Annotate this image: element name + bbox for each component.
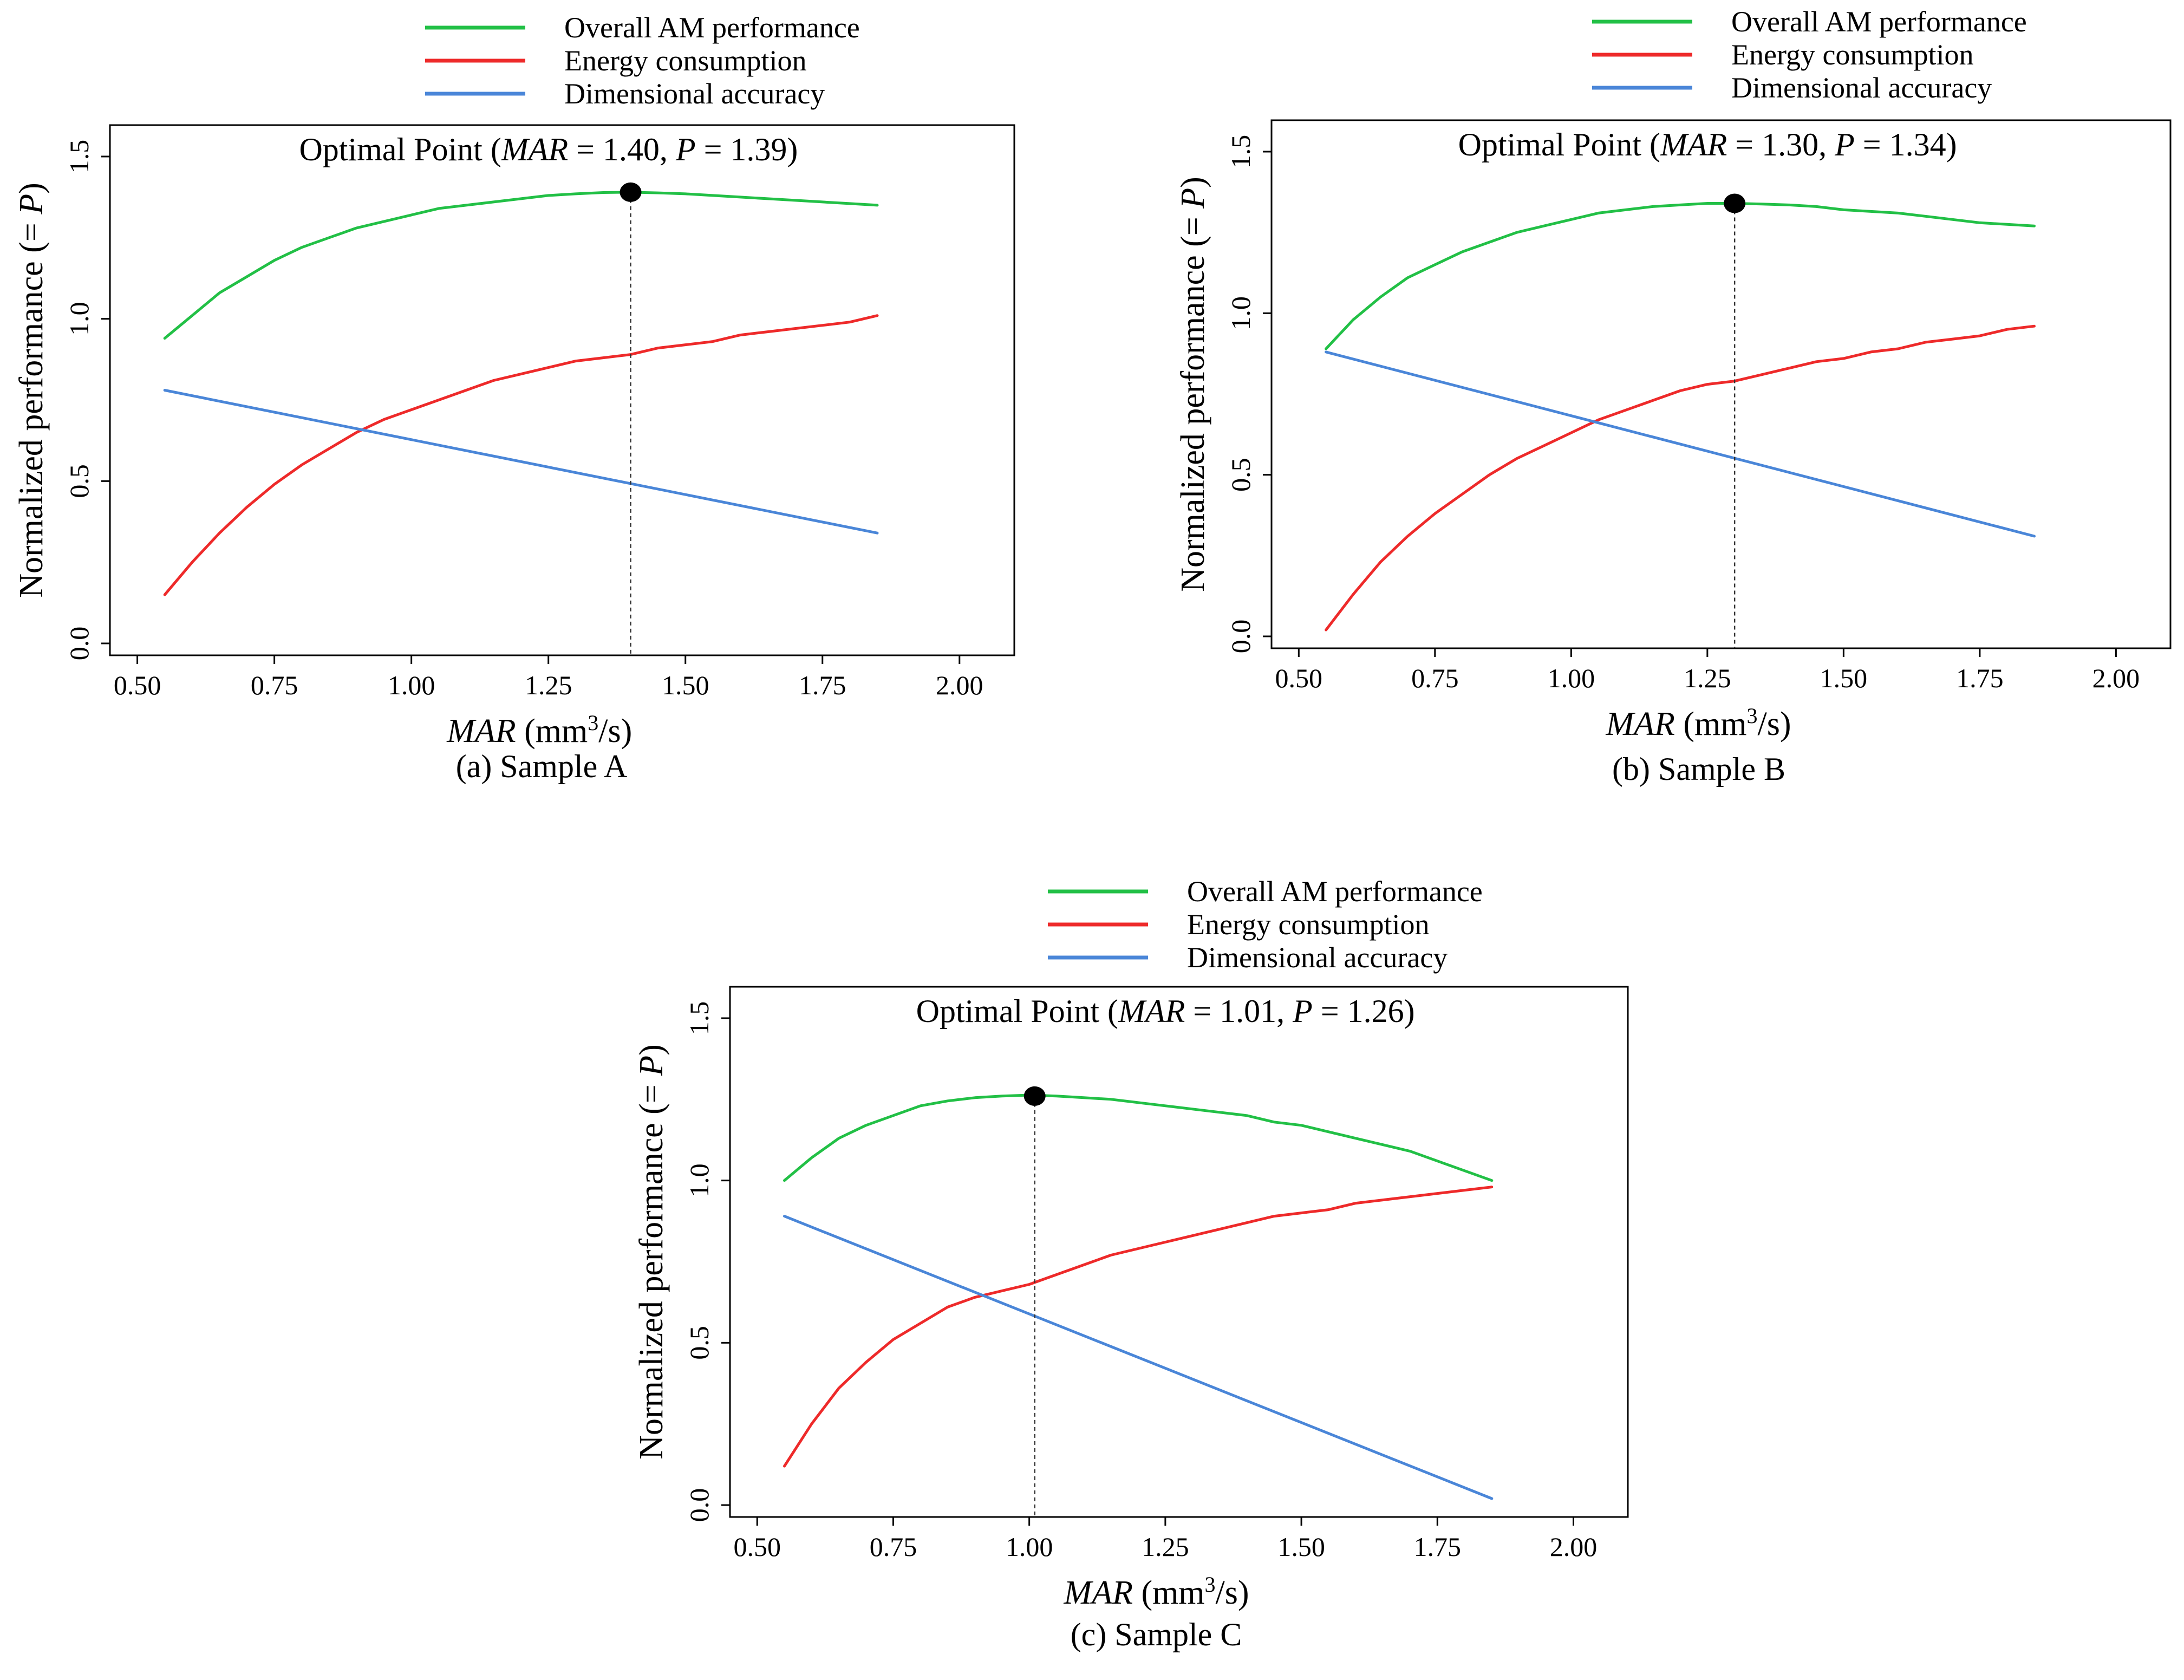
x-tick-label: 1.50 <box>1277 1532 1325 1562</box>
x-axis-title: MAR (mm3/s) <box>1606 704 1791 743</box>
x-axis-title: MAR (mm3/s) <box>446 711 632 750</box>
x-tick-label: 0.75 <box>251 670 298 700</box>
series-line-energy-consumption <box>163 314 879 596</box>
series-line-overall-am-performance <box>163 191 879 340</box>
x-tick-label: 1.25 <box>1684 663 1731 693</box>
series-line-overall-am-performance <box>1325 202 2036 350</box>
x-tick-label: 1.75 <box>1414 1532 1462 1562</box>
y-tick-label: 1.0 <box>1225 296 1256 330</box>
optimal-point-annotation: Optimal Point (MAR = 1.01, P = 1.26) <box>916 993 1415 1029</box>
x-tick-label: 0.50 <box>1275 663 1323 693</box>
x-axis-title: MAR (mm3/s) <box>1064 1572 1249 1612</box>
optimal-point-annotation: Optimal Point (MAR = 1.40, P = 1.39) <box>299 132 798 167</box>
panel-caption: (c) Sample C <box>1071 1617 1242 1652</box>
x-tick-label: 2.00 <box>2092 663 2140 693</box>
chart-panel-1: 0.50 0.75 1.00 1.25 1.50 1.75 2.00 0.0 0.5 1.0 1.5… <box>13 11 1015 784</box>
y-tick-label: 0.0 <box>64 627 94 661</box>
plot-frame <box>1270 119 2172 649</box>
legend-label: Energy consumption <box>1187 908 1429 941</box>
x-tick-label: 1.50 <box>662 670 709 700</box>
optimal-point-marker <box>1023 1086 1046 1106</box>
x-tick-label: 1.75 <box>1956 663 2004 693</box>
x-tick-label: 2.00 <box>1550 1532 1598 1562</box>
y-axis-title: Normalized performance (= P) <box>1175 177 1211 592</box>
panel-caption: (b) Sample B <box>1612 751 1785 787</box>
x-tick-label: 1.25 <box>1142 1532 1189 1562</box>
y-tick-label: 0.0 <box>1225 620 1256 654</box>
series-line-energy-consumption <box>783 1186 1494 1468</box>
x-tick-label: 1.00 <box>388 670 435 700</box>
x-tick-label: 0.75 <box>870 1532 917 1562</box>
legend-label: Energy consumption <box>564 44 806 77</box>
series-line-dimensional-accuracy <box>163 389 879 535</box>
y-tick-label: 1.0 <box>64 302 94 336</box>
series-line-dimensional-accuracy <box>1325 350 2036 538</box>
legend-label: Overall AM performance <box>1731 5 2027 38</box>
x-tick-label: 2.00 <box>936 670 983 700</box>
x-tick-label: 0.75 <box>1411 663 1459 693</box>
optimal-point-marker <box>620 182 642 202</box>
x-tick-label: 0.50 <box>733 1532 781 1562</box>
optimal-point-annotation: Optimal Point (MAR = 1.30, P = 1.34) <box>1458 127 1957 162</box>
y-tick-label: 1.5 <box>684 1001 714 1036</box>
legend-label: Energy consumption <box>1731 38 1973 71</box>
x-tick-label: 1.00 <box>1006 1532 1053 1562</box>
chart-panel-2: 0.50 0.75 1.00 1.25 1.50 1.75 2.00 0.0 0.5 1.0 1.5… <box>1175 5 2172 787</box>
panel-caption: (a) Sample A <box>456 748 628 784</box>
x-tick-label: 1.00 <box>1548 663 1595 693</box>
optimal-point-marker <box>1724 193 1746 213</box>
y-tick-label: 1.5 <box>1225 135 1256 169</box>
legend-label: Overall AM performance <box>1187 875 1483 908</box>
y-tick-label: 1.5 <box>64 140 94 174</box>
x-tick-label: 1.75 <box>799 670 846 700</box>
plot-frame <box>729 986 1629 1518</box>
legend-label: Overall AM performance <box>564 11 860 44</box>
series-line-energy-consumption <box>1325 324 2036 631</box>
x-tick-label: 0.50 <box>114 670 161 700</box>
series-line-dimensional-accuracy <box>783 1215 1494 1500</box>
x-tick-label: 1.50 <box>1820 663 1868 693</box>
y-axis-title: Normalized performance (= P) <box>633 1044 670 1460</box>
legend-label: Dimensional accuracy <box>1187 941 1448 974</box>
series-line-overall-am-performance <box>783 1093 1494 1182</box>
x-tick-label: 1.25 <box>525 670 572 700</box>
legend-label: Dimensional accuracy <box>1731 71 1992 104</box>
y-tick-label: 0.0 <box>684 1488 714 1522</box>
plot-frame <box>109 124 1015 656</box>
y-tick-label: 0.5 <box>64 464 94 498</box>
legend-label: Dimensional accuracy <box>564 77 825 110</box>
y-tick-label: 0.5 <box>684 1326 714 1360</box>
chart-panel-3: 0.50 0.75 1.00 1.25 1.50 1.75 2.00 0.0 0.5 1.0 1.5… <box>633 875 1629 1652</box>
y-tick-label: 0.5 <box>1225 458 1256 492</box>
y-tick-label: 1.0 <box>684 1163 714 1197</box>
y-axis-title: Normalized performance (= P) <box>13 183 50 598</box>
